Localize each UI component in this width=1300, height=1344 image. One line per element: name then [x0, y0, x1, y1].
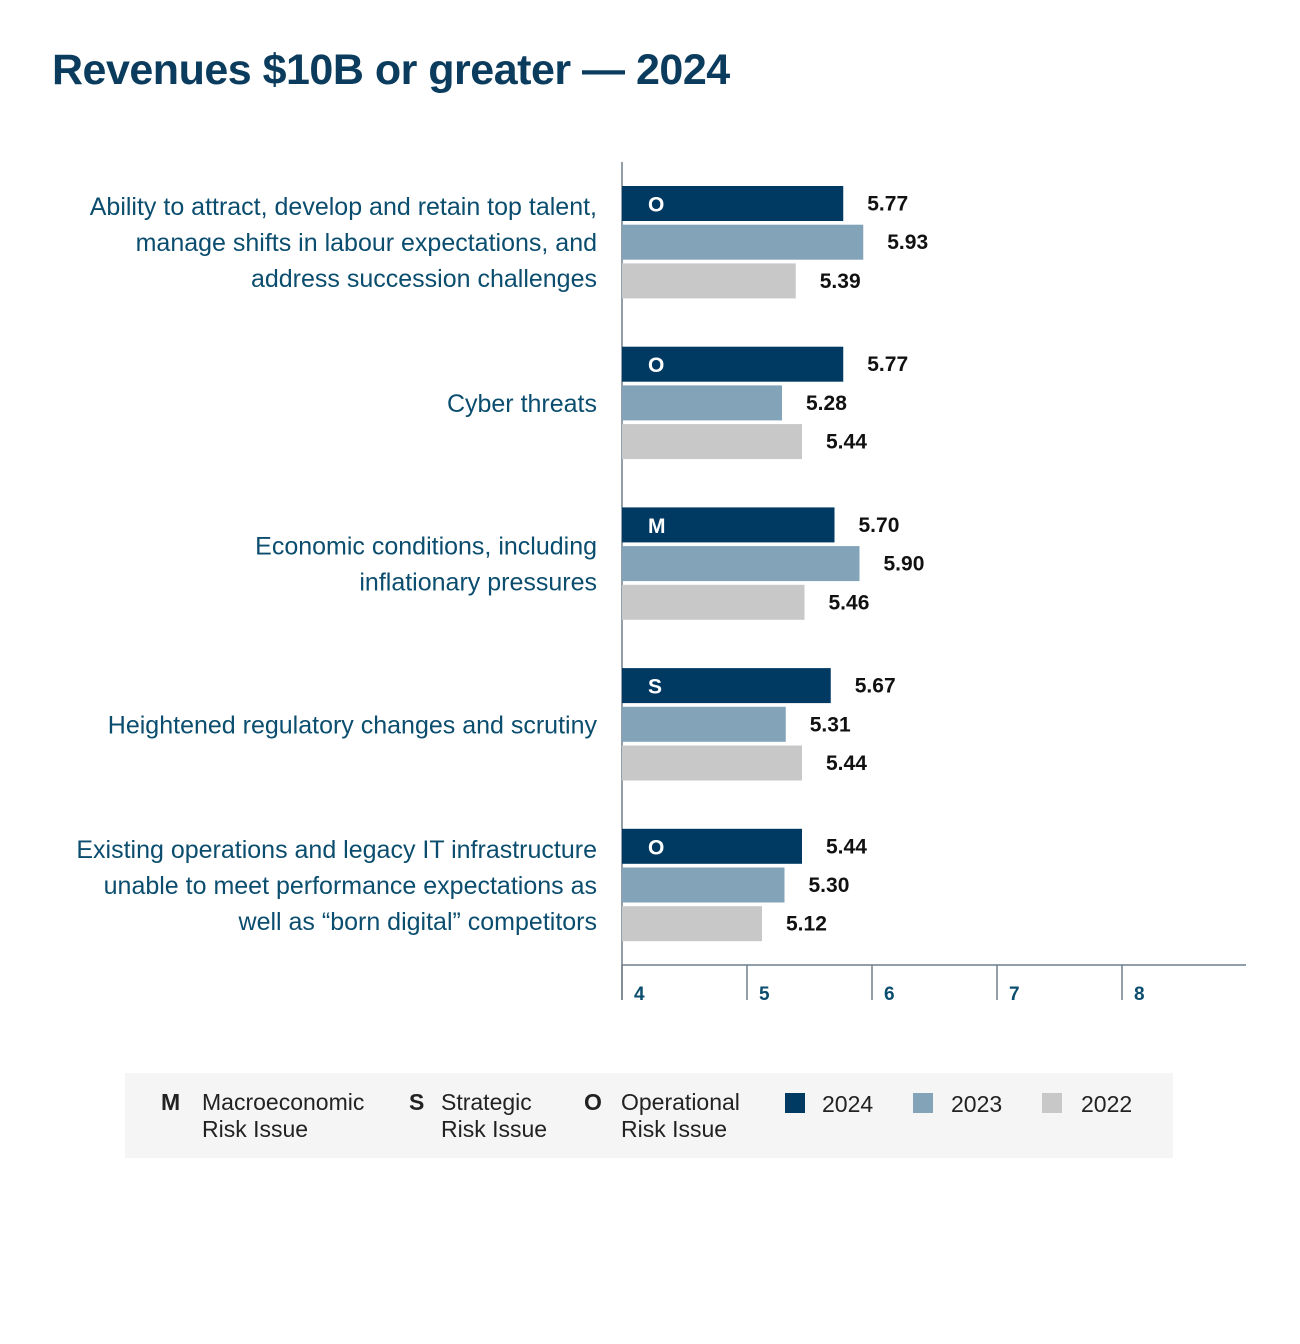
- risk-code-label: O: [648, 354, 664, 377]
- legend-operational-line1: Operational: [621, 1089, 740, 1115]
- risk-code-label: M: [648, 515, 666, 538]
- risk-code-label: S: [648, 676, 662, 699]
- bar-2022: [622, 584, 805, 620]
- value-label-2024: 5.44: [826, 835, 867, 858]
- chart-title: Revenues $10B or greater — 2024: [52, 46, 730, 94]
- bar-2023: [622, 546, 860, 582]
- category-label: Cyber threats: [447, 390, 597, 418]
- legend-macro-line1: Macroeconomic: [202, 1089, 365, 1115]
- legend-operational-line2: Risk Issue: [621, 1116, 728, 1142]
- legend-year-2024: 2024: [822, 1091, 874, 1117]
- bar-2024: [622, 668, 831, 704]
- value-label-2023: 5.31: [810, 713, 851, 736]
- legend-strategic-line2: Risk Issue: [441, 1116, 548, 1142]
- x-tick-label: 5: [759, 984, 770, 1005]
- value-label-2022: 5.46: [829, 591, 870, 614]
- bar-2024: [622, 828, 802, 864]
- legend: M Macroeconomic Risk Issue S Strategic R…: [125, 1073, 1173, 1158]
- value-label-2023: 5.90: [884, 553, 925, 576]
- legend-swatch-2023: [913, 1093, 933, 1113]
- value-label-2023: 5.28: [806, 392, 847, 415]
- bar-2023: [622, 385, 782, 421]
- value-label-2023: 5.93: [887, 231, 928, 254]
- risk-code-label: O: [648, 194, 664, 217]
- legend-macro-label: Macroeconomic Risk Issue: [202, 1089, 364, 1143]
- legend-strategic-line1: Strategic: [441, 1089, 532, 1115]
- legend-swatch-2024: [785, 1093, 805, 1113]
- category-label: manage shifts in labour expectations, an…: [136, 229, 597, 257]
- category-label: Economic conditions, including: [255, 533, 597, 561]
- bar-2024: [622, 507, 835, 543]
- category-label: Heightened regulatory changes and scruti…: [108, 711, 598, 739]
- value-label-2022: 5.12: [786, 913, 827, 936]
- value-label-2024: 5.77: [867, 353, 908, 376]
- bar-2024: [622, 186, 844, 221]
- legend-macro-line2: Risk Issue: [202, 1116, 309, 1142]
- bar-2023: [622, 224, 864, 260]
- legend-operational-letter: O: [584, 1089, 602, 1115]
- category-label: Existing operations and legacy IT infras…: [76, 836, 597, 864]
- x-tick-label: 4: [634, 984, 645, 1005]
- bar-chart: 4 5 6 7 8 Ability to attract, develop and ret…: [76, 162, 1246, 1005]
- category-label: inflationary pressures: [359, 569, 597, 597]
- value-label-2024: 5.70: [859, 514, 900, 537]
- category-label: unable to meet performance expectations …: [104, 872, 597, 900]
- x-tick-label: 6: [884, 984, 895, 1005]
- bar-2022: [622, 424, 802, 460]
- value-label-2022: 5.44: [826, 431, 867, 454]
- bar-2022: [622, 263, 796, 299]
- x-tick-label: 8: [1134, 984, 1145, 1005]
- value-label-2023: 5.30: [809, 874, 850, 897]
- bar-2024: [622, 346, 844, 382]
- bar-2023: [622, 706, 786, 742]
- bar-2023: [622, 867, 785, 903]
- value-label-2024: 5.77: [867, 193, 908, 216]
- bar-2022: [622, 906, 762, 942]
- x-tick-label: 7: [1009, 984, 1020, 1005]
- category-label: Ability to attract, develop and retain t…: [90, 193, 597, 221]
- legend-operational-label: Operational Risk Issue: [621, 1089, 740, 1143]
- category-label: well as “born digital” competitors: [238, 908, 597, 936]
- legend-macro-letter: M: [161, 1089, 181, 1115]
- legend-year-2023: 2023: [951, 1091, 1003, 1117]
- legend-swatch-2022: [1042, 1093, 1062, 1113]
- legend-strategic-letter: S: [409, 1089, 425, 1115]
- bar-2022: [622, 745, 802, 781]
- legend-year-2022: 2022: [1081, 1091, 1133, 1117]
- category-label: address succession challenges: [251, 265, 597, 293]
- value-label-2024: 5.67: [855, 675, 896, 698]
- value-label-2022: 5.39: [820, 270, 861, 293]
- value-label-2022: 5.44: [826, 752, 867, 775]
- legend-strategic-label: Strategic Risk Issue: [441, 1089, 547, 1143]
- risk-code-label: O: [648, 836, 664, 859]
